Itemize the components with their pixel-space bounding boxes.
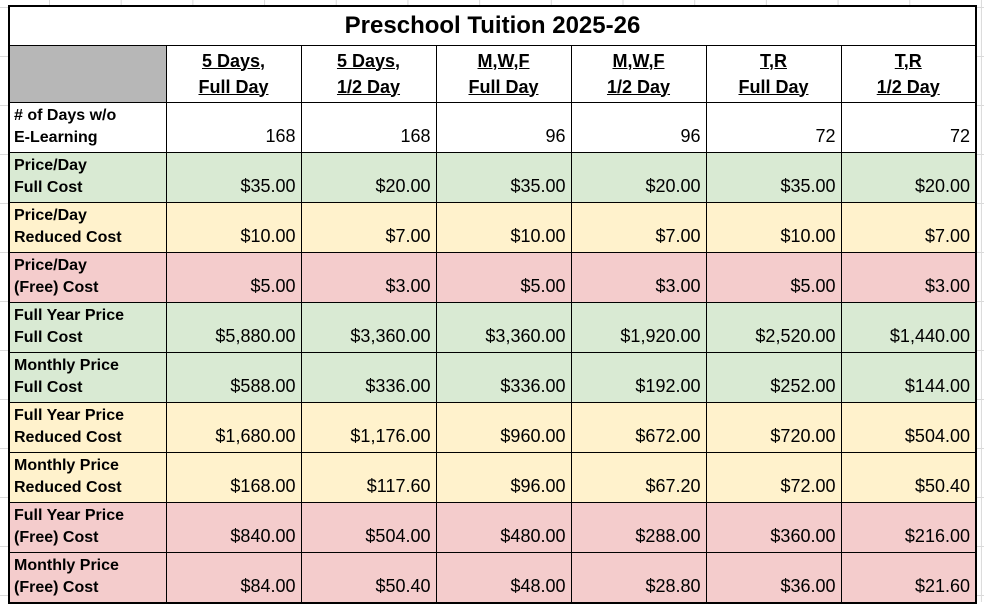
tuition-table: Preschool Tuition 2025-26 5 Days, Full D… [8, 5, 977, 604]
value-cell[interactable]: $252.00 [705, 351, 842, 403]
value-cell[interactable]: $1,440.00 [840, 301, 977, 353]
value-cell[interactable]: $96.00 [435, 451, 572, 503]
column-header[interactable]: T,R 1/2 Day [840, 44, 977, 103]
value-cell[interactable]: $10.00 [705, 201, 842, 253]
table-row: Monthly Price Full Cost $588.00 $336.00 $33… [8, 351, 977, 403]
value-cell[interactable]: $72.00 [705, 451, 842, 503]
table-row: Full Year Price Reduced Cost $1,680.00 $1,… [8, 401, 977, 453]
value-cell[interactable]: $7.00 [570, 201, 707, 253]
column-header[interactable]: 5 Days, 1/2 Day [300, 44, 437, 103]
row-label[interactable]: # of Days w/o E-Learning [8, 101, 167, 153]
value-cell[interactable]: 96 [570, 101, 707, 153]
value-cell[interactable]: $117.60 [300, 451, 437, 503]
value-cell[interactable]: $5.00 [165, 251, 302, 303]
table-head: Preschool Tuition 2025-26 5 Days, Full D… [8, 5, 977, 103]
row-label[interactable]: Price/Day (Free) Cost [8, 251, 167, 303]
value-cell[interactable]: $840.00 [165, 501, 302, 553]
value-cell[interactable]: $672.00 [570, 401, 707, 453]
value-cell[interactable]: $5.00 [705, 251, 842, 303]
value-cell[interactable]: $1,176.00 [300, 401, 437, 453]
value-cell[interactable]: $35.00 [165, 151, 302, 203]
column-header[interactable]: 5 Days, Full Day [165, 44, 302, 103]
table-row: # of Days w/o E-Learning 168 168 96 96 72 72 [8, 101, 977, 153]
row-label[interactable]: Monthly Price Reduced Cost [8, 451, 167, 503]
value-cell[interactable]: $588.00 [165, 351, 302, 403]
value-cell[interactable]: $2,520.00 [705, 301, 842, 353]
value-cell[interactable]: $84.00 [165, 551, 302, 603]
table-title[interactable]: Preschool Tuition 2025-26 [8, 5, 977, 46]
row-label[interactable]: Price/Day Full Cost [8, 151, 167, 203]
title-row: Preschool Tuition 2025-26 [8, 5, 977, 46]
value-cell[interactable]: $504.00 [840, 401, 977, 453]
value-cell[interactable]: $48.00 [435, 551, 572, 603]
value-cell[interactable]: $360.00 [705, 501, 842, 553]
table-row: Price/Day Full Cost $35.00 $20.00 $35.00 $20… [8, 151, 977, 203]
column-header[interactable]: T,R Full Day [705, 44, 842, 103]
value-cell[interactable]: $36.00 [705, 551, 842, 603]
row-label[interactable]: Monthly Price Full Cost [8, 351, 167, 403]
header-row: 5 Days, Full Day 5 Days, 1/2 Day M,W,F Ful… [8, 44, 977, 103]
corner-cell[interactable] [8, 44, 167, 103]
table-row: Price/Day (Free) Cost $5.00 $3.00 $5.00 $3.0… [8, 251, 977, 303]
table-row: Price/Day Reduced Cost $10.00 $7.00 $10.00 $… [8, 201, 977, 253]
value-cell[interactable]: $28.80 [570, 551, 707, 603]
value-cell[interactable]: $168.00 [165, 451, 302, 503]
value-cell[interactable]: $21.60 [840, 551, 977, 603]
value-cell[interactable]: $1,680.00 [165, 401, 302, 453]
value-cell[interactable]: $504.00 [300, 501, 437, 553]
value-cell[interactable]: 168 [165, 101, 302, 153]
value-cell[interactable]: $67.20 [570, 451, 707, 503]
table-row: Full Year Price (Free) Cost $840.00 $504.0… [8, 501, 977, 553]
value-cell[interactable]: $288.00 [570, 501, 707, 553]
value-cell[interactable]: $216.00 [840, 501, 977, 553]
value-cell[interactable]: $1,920.00 [570, 301, 707, 353]
value-cell[interactable]: $336.00 [435, 351, 572, 403]
value-cell[interactable]: $20.00 [300, 151, 437, 203]
row-label[interactable]: Monthly Price (Free) Cost [8, 551, 167, 603]
row-label[interactable]: Price/Day Reduced Cost [8, 201, 167, 253]
value-cell[interactable]: $480.00 [435, 501, 572, 553]
row-label[interactable]: Full Year Price Full Cost [8, 301, 167, 353]
table-body: # of Days w/o E-Learning 168 168 96 96 72 72 Pr… [8, 101, 977, 603]
table-row: Monthly Price (Free) Cost $84.00 $50.40 $48… [8, 551, 977, 603]
value-cell[interactable]: $7.00 [840, 201, 977, 253]
value-cell[interactable]: $10.00 [435, 201, 572, 253]
value-cell[interactable]: $3,360.00 [435, 301, 572, 353]
value-cell[interactable]: $3.00 [840, 251, 977, 303]
value-cell[interactable]: $20.00 [570, 151, 707, 203]
value-cell[interactable]: $5,880.00 [165, 301, 302, 353]
value-cell[interactable]: 168 [300, 101, 437, 153]
value-cell[interactable]: $5.00 [435, 251, 572, 303]
value-cell[interactable]: $50.40 [840, 451, 977, 503]
value-cell[interactable]: $336.00 [300, 351, 437, 403]
column-header[interactable]: M,W,F 1/2 Day [570, 44, 707, 103]
value-cell[interactable]: 96 [435, 101, 572, 153]
value-cell[interactable]: $144.00 [840, 351, 977, 403]
value-cell[interactable]: $3,360.00 [300, 301, 437, 353]
column-header[interactable]: M,W,F Full Day [435, 44, 572, 103]
value-cell[interactable]: 72 [705, 101, 842, 153]
value-cell[interactable]: $10.00 [165, 201, 302, 253]
value-cell[interactable]: $192.00 [570, 351, 707, 403]
table-row: Monthly Price Reduced Cost $168.00 $117.60… [8, 451, 977, 503]
row-label[interactable]: Full Year Price Reduced Cost [8, 401, 167, 453]
value-cell[interactable]: $50.40 [300, 551, 437, 603]
row-label[interactable]: Full Year Price (Free) Cost [8, 501, 167, 553]
value-cell[interactable]: $3.00 [570, 251, 707, 303]
value-cell[interactable]: $20.00 [840, 151, 977, 203]
value-cell[interactable]: $960.00 [435, 401, 572, 453]
value-cell[interactable]: 72 [840, 101, 977, 153]
value-cell[interactable]: $35.00 [705, 151, 842, 203]
value-cell[interactable]: $720.00 [705, 401, 842, 453]
value-cell[interactable]: $7.00 [300, 201, 437, 253]
value-cell[interactable]: $35.00 [435, 151, 572, 203]
value-cell[interactable]: $3.00 [300, 251, 437, 303]
table-row: Full Year Price Full Cost $5,880.00 $3,360… [8, 301, 977, 353]
